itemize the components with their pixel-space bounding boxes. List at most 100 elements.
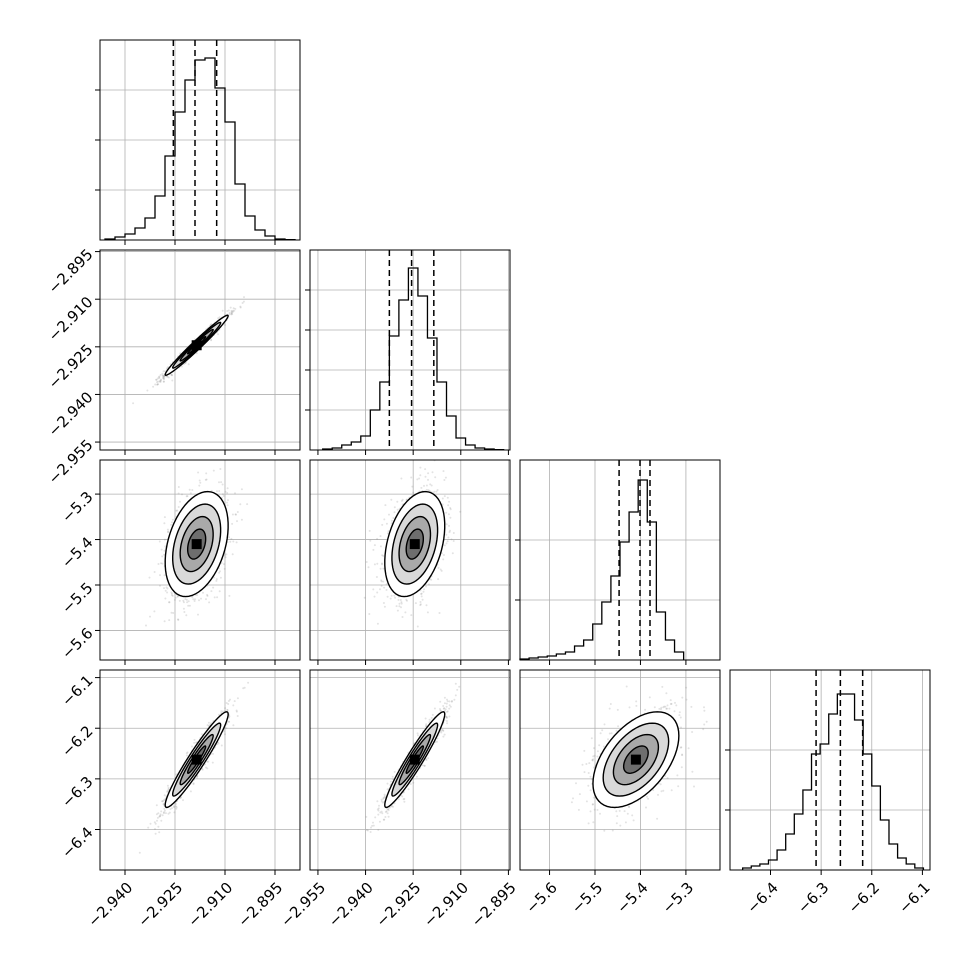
- scatter-point: [147, 826, 150, 829]
- scatter-point: [239, 305, 242, 308]
- scatter-point: [172, 612, 175, 614]
- scatter-point: [389, 780, 392, 783]
- scatter-point: [166, 587, 169, 590]
- scatter-point: [172, 805, 175, 808]
- scatter-point: [163, 549, 166, 552]
- scatter-point: [219, 576, 222, 579]
- scatter-point: [459, 510, 462, 513]
- scatter-point: [239, 503, 242, 506]
- scatter-point: [215, 578, 218, 581]
- panel-background: [310, 250, 510, 450]
- scatter-point: [442, 558, 445, 561]
- scatter-point: [372, 548, 375, 551]
- scatter-point: [389, 597, 392, 600]
- scatter-point: [236, 697, 239, 700]
- scatter-point: [229, 306, 232, 309]
- scatter-point: [158, 815, 161, 818]
- scatter-point: [419, 474, 422, 477]
- scatter-point: [388, 513, 390, 516]
- scatter-point: [170, 594, 173, 597]
- scatter-point: [189, 492, 192, 495]
- scatter-point: [155, 804, 158, 807]
- scatter-point: [226, 492, 229, 494]
- histogram-step-line: [322, 267, 505, 451]
- scatter-point: [162, 799, 165, 802]
- scatter-point: [161, 555, 164, 558]
- scatter-point: [228, 594, 231, 597]
- scatter-point: [439, 709, 442, 712]
- scatter-point: [173, 806, 176, 809]
- scatter-point: [433, 707, 436, 710]
- scatter-point: [382, 580, 385, 583]
- panel-frame: [309, 459, 511, 661]
- scatter-point: [159, 815, 161, 818]
- scatter-point: [182, 601, 185, 604]
- scatter-point: [156, 381, 158, 384]
- scatter-point: [445, 523, 448, 526]
- scatter-point: [433, 490, 436, 493]
- scatter-point: [445, 716, 448, 719]
- scatter-point: [234, 513, 237, 516]
- scatter-point: [156, 816, 159, 819]
- scatter-point: [401, 795, 404, 798]
- scatter-point: [380, 580, 383, 583]
- scatter-point: [220, 481, 223, 484]
- scatter-point: [219, 570, 221, 573]
- contour-line-2: [171, 503, 222, 585]
- panel-frame: [729, 669, 931, 871]
- scatter-point: [231, 313, 234, 316]
- scatter-point: [438, 612, 441, 614]
- scatter-panel-1-3: [309, 669, 511, 875]
- scatter-point: [161, 377, 164, 380]
- panel-frame: [99, 459, 301, 661]
- scatter-point: [381, 523, 384, 526]
- scatter-point: [406, 599, 408, 602]
- scatter-point: [226, 501, 228, 504]
- scatter-point: [193, 738, 196, 741]
- scatter-point: [179, 797, 182, 799]
- scatter-point: [226, 504, 229, 507]
- scatter-point: [440, 569, 443, 572]
- scatter-point: [182, 607, 185, 610]
- scatter-point: [426, 611, 429, 614]
- scatter-point: [171, 379, 174, 382]
- scatter-point: [390, 519, 393, 522]
- scatter-point: [185, 754, 188, 757]
- scatter-point: [400, 499, 403, 502]
- scatter-point: [213, 596, 216, 599]
- scatter-point: [159, 574, 161, 577]
- scatter-point: [157, 383, 160, 386]
- scatter-point: [427, 472, 430, 475]
- scatter-point: [230, 312, 233, 315]
- scatter-point: [188, 488, 191, 491]
- scatter-point: [198, 484, 201, 487]
- scatter-point: [192, 783, 195, 786]
- scatter-point: [162, 380, 165, 383]
- histogram-step-line: [519, 479, 685, 660]
- scatter-point: [179, 352, 182, 355]
- scatter-point: [233, 700, 236, 703]
- scatter-point: [405, 598, 408, 601]
- scatter-point: [206, 767, 209, 770]
- scatter-point: [230, 311, 233, 314]
- panel-frame: [99, 39, 301, 241]
- scatter-point: [239, 306, 242, 309]
- scatter-point: [449, 516, 452, 519]
- scatter-point: [423, 484, 425, 487]
- scatter-point: [161, 800, 164, 803]
- scatter-point: [441, 497, 444, 500]
- scatter-point: [445, 702, 448, 705]
- scatter-point: [163, 809, 166, 812]
- scatter-point: [398, 605, 401, 608]
- scatter-point: [420, 592, 423, 595]
- scatter-point: [164, 812, 167, 815]
- scatter-point: [228, 311, 231, 314]
- scatter-point: [173, 811, 176, 814]
- histogram-panel-2: [515, 459, 721, 665]
- scatter-point: [235, 513, 237, 516]
- scatter-point: [216, 490, 218, 493]
- scatter-point: [228, 536, 230, 539]
- scatter-point: [384, 504, 387, 507]
- scatter-point: [184, 598, 187, 601]
